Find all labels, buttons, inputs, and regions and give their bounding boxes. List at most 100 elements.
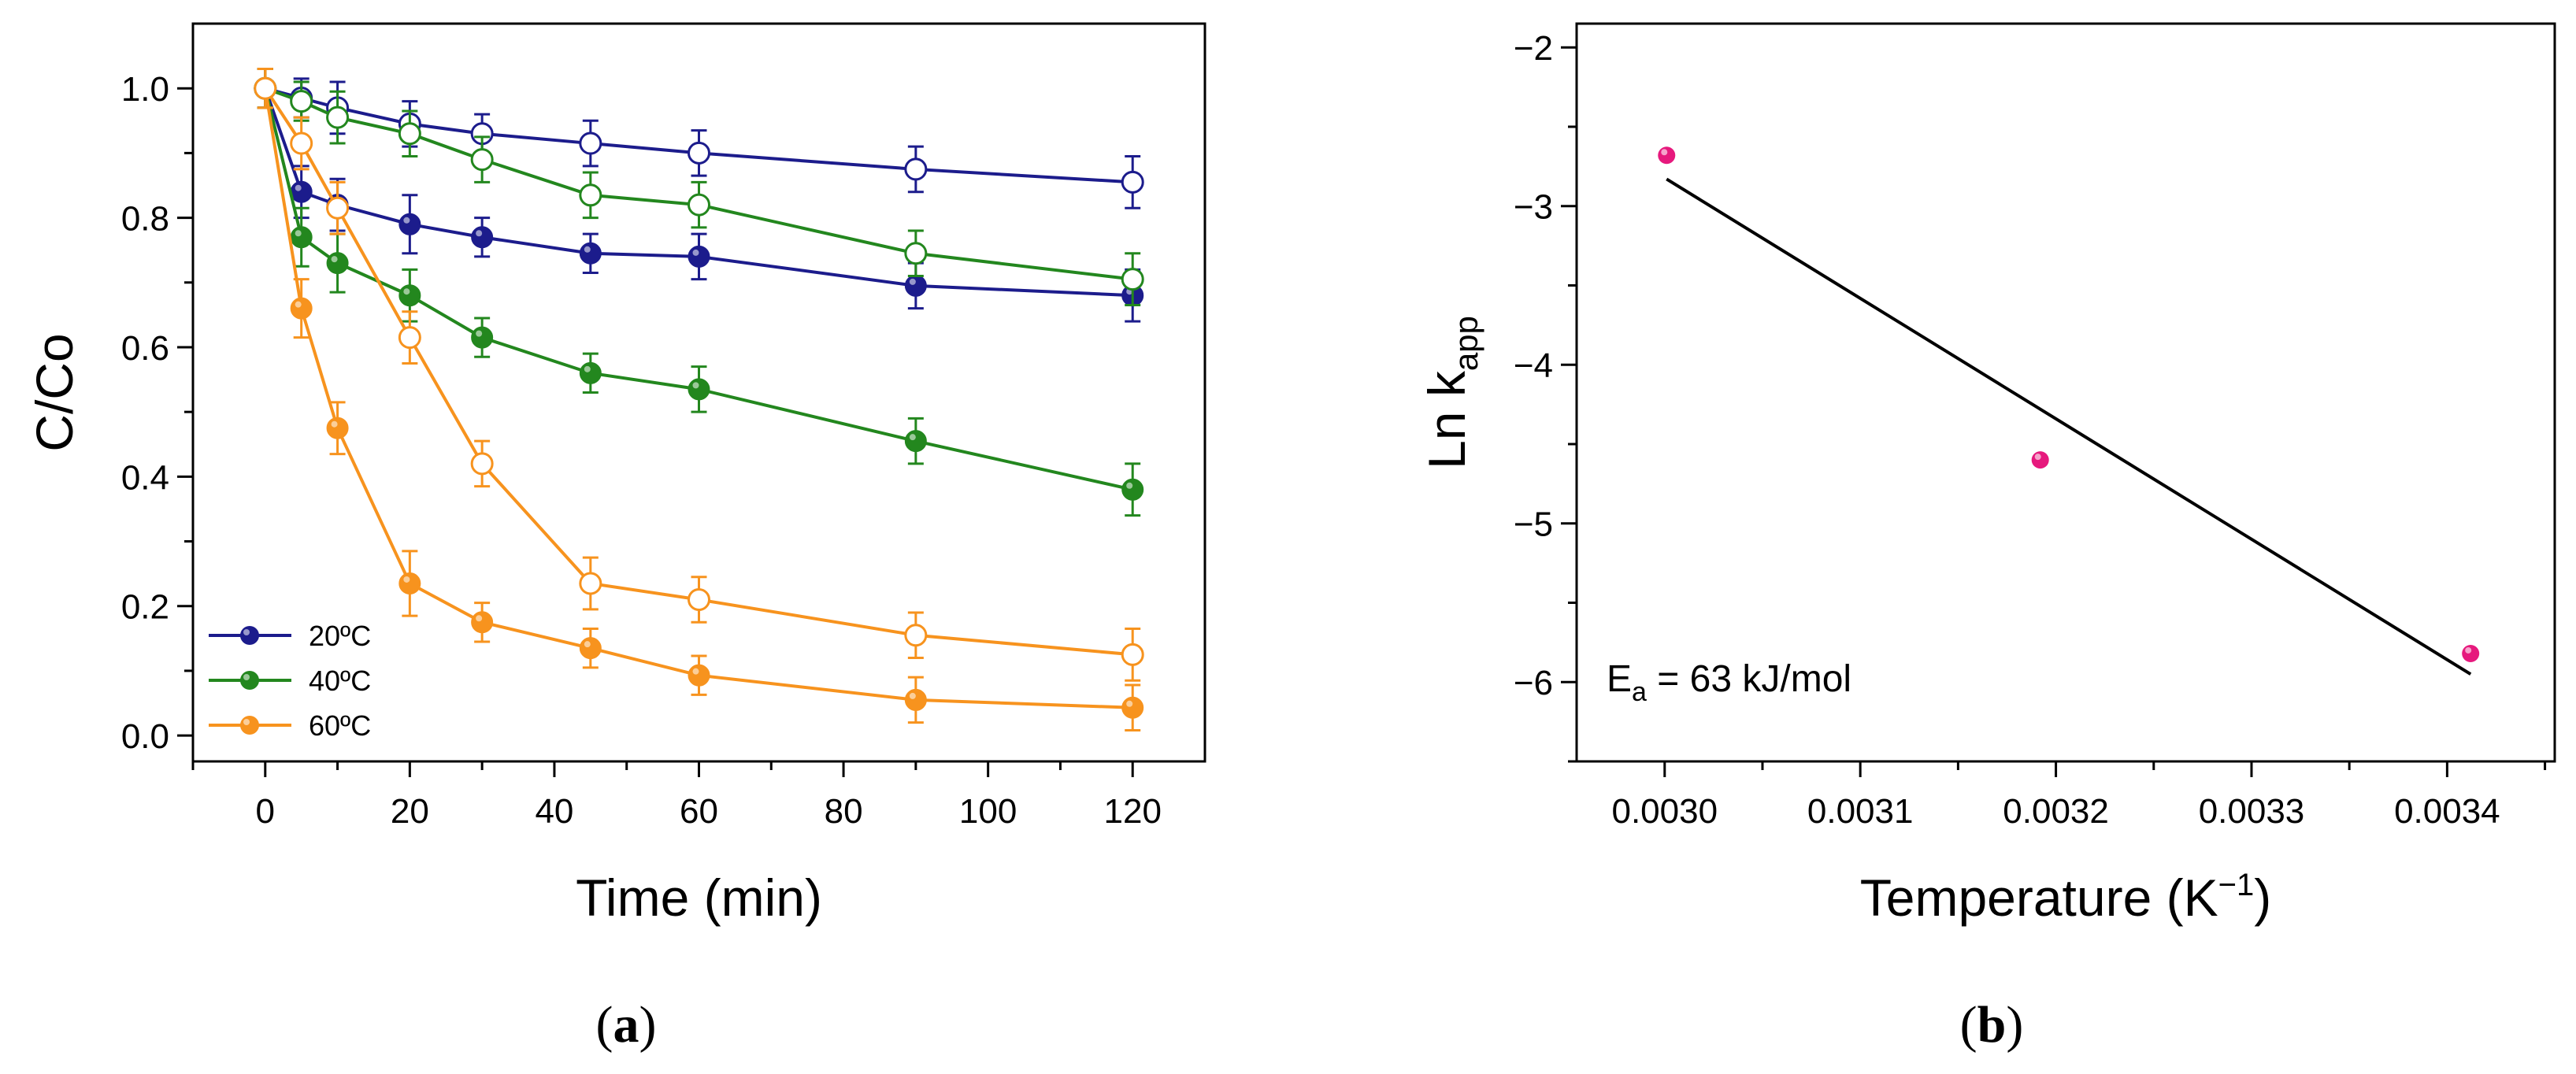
panel-a-point-highlight: [909, 278, 916, 285]
panel-b-data-point: [2462, 644, 2480, 662]
panel-a-point-highlight: [584, 641, 591, 648]
panel-a-data-point: [904, 624, 928, 647]
panel-a-legend-label: 60ºC: [309, 709, 371, 742]
panel-b-data-point: [2031, 451, 2049, 469]
panel-a-data-point: [688, 664, 710, 687]
panel-b-ylabel-main: Ln k: [1418, 370, 1476, 469]
panel-a-point-highlight: [692, 668, 699, 675]
panel-b-y-ticks: −2 −3 −4 −5 −6: [1514, 29, 1577, 763]
panel-a-data-point: [326, 196, 350, 220]
panel-a-legend-marker-highlight: [243, 719, 250, 725]
panel-a-data-point: [398, 284, 421, 307]
panel-a-point-highlight: [295, 184, 302, 191]
panel-a-x-ticks: 0 20 40 60 80 100 120: [191, 761, 1162, 831]
panel-a-data-point: [904, 157, 928, 181]
panel-b-activation-energy-label: Ea = 63 kJ/mol: [1607, 658, 1851, 707]
panel-b-xlabel-main: Temperature (K: [1860, 868, 2218, 927]
panel-a-point-highlight: [584, 365, 591, 372]
panel-b-y-tick-label: −4: [1514, 346, 1553, 385]
panel-b-annot-main: E: [1607, 658, 1632, 700]
panel-a-legend-label: 20ºC: [309, 620, 371, 652]
panel-a-data-point: [290, 131, 313, 155]
panel-a-data-point: [471, 326, 494, 349]
panel-a-data-point: [688, 193, 710, 217]
panel-a-data-point: [688, 378, 710, 401]
panel-a-data-point: [579, 637, 602, 660]
panel-a-data-point: [398, 213, 421, 235]
panel-a-data-point: [579, 183, 602, 207]
panel-a-series-60ºC-open: [254, 68, 1144, 682]
panel-b-fit-line: [1666, 177, 2472, 676]
panel-a-point-highlight: [476, 615, 483, 622]
panel-a-x-tick-label: 80: [825, 792, 863, 831]
panel-a-x-tick-label: 60: [680, 792, 718, 831]
panel-a-data-point: [904, 430, 927, 453]
panel-a-point-highlight: [403, 576, 410, 583]
panel-a-legend-marker-highlight: [243, 629, 250, 635]
panel-a-data-point: [579, 572, 602, 595]
panel-a-legend-marker: [240, 671, 259, 690]
panel-a-y-tick-label: 1.0: [121, 70, 169, 109]
panel-a-point-highlight: [1126, 700, 1133, 707]
panel-a-y-ticks: 0.0 0.2 0.4 0.6 0.8 1.0: [121, 70, 193, 756]
panel-b-y-tick-label: −5: [1514, 506, 1553, 544]
panel-b-x-axis-label: Temperature (K−1): [1860, 868, 2271, 927]
panel-a-x-tick-label: 0: [256, 792, 275, 831]
panel-a-data-point: [471, 611, 494, 634]
panel-a-data-point: [904, 274, 927, 297]
panel-a-x-tick-label: 100: [959, 792, 1017, 831]
panel-a-legend-marker: [240, 626, 259, 645]
panel-b-x-tick-label: 0.0030: [1611, 792, 1718, 831]
panel-a-data-point: [904, 242, 928, 265]
panel-a-point-highlight: [295, 230, 302, 237]
panel-a-x-tick-label: 20: [391, 792, 429, 831]
panel-a-point-highlight: [692, 382, 699, 389]
panel-a-data-point: [398, 326, 421, 350]
panel-a-data-point: [904, 688, 927, 711]
panel-a-caption: (a): [596, 996, 657, 1054]
panel-a-series: [254, 68, 1144, 732]
panel-b-x-tick-label: 0.0032: [2003, 792, 2109, 831]
panel-a-legend-marker-highlight: [243, 674, 250, 680]
panel-a-x-tick-label: 40: [535, 792, 573, 831]
panel-b-x-tick-label: 0.0034: [2394, 792, 2500, 831]
panel-a-point-highlight: [909, 692, 916, 699]
panel-a-data-point: [398, 122, 421, 146]
panel-b-caption-letter: b: [1977, 996, 2007, 1054]
panel-a-point-highlight: [403, 217, 410, 224]
panel-a-series-20ºC-filled: [254, 68, 1144, 323]
panel-b-y-axis-label: Ln kapp: [1418, 316, 1484, 469]
panel-a-data-point: [1121, 696, 1144, 719]
panel-a-data-point: [290, 297, 313, 320]
panel-a-data-point: [254, 76, 277, 100]
panel-a-data-point: [688, 245, 710, 268]
panel-a-point-highlight: [1126, 482, 1133, 489]
panel-a-data-point: [290, 180, 313, 203]
panel-a-data-point: [688, 141, 710, 165]
panel-a-data-point: [1121, 170, 1144, 194]
panel-b-data-point: [1658, 146, 1676, 165]
panel-a-point-highlight: [584, 246, 591, 253]
panel-a-chart: 0 20 40 60 80 100 120 0.0 0.2 0.4 0.6 0.8 1.0 Time …: [25, 22, 1206, 1054]
panel-b-point-highlight: [2465, 646, 2472, 654]
panel-b-xlabel-end: ): [2254, 868, 2271, 927]
panel-a-series-40ºC-filled: [254, 68, 1144, 517]
panel-a-point-highlight: [476, 230, 483, 237]
panel-a-data-point: [1121, 268, 1144, 291]
panel-a-point-highlight: [692, 249, 699, 256]
panel-a-data-point: [1121, 643, 1144, 666]
panel-a-data-point: [326, 106, 350, 129]
panel-a-data-point: [579, 242, 602, 265]
panel-a-caption-letter: a: [613, 996, 639, 1054]
panel-a-point-highlight: [909, 434, 916, 441]
panel-b-ylabel-sub: app: [1447, 316, 1484, 371]
panel-a-y-tick-label: 0.8: [121, 200, 169, 239]
panel-b-caption-close: ): [2006, 996, 2023, 1054]
panel-b-point-highlight: [2034, 454, 2041, 461]
panel-a-data-point: [326, 252, 349, 275]
panel-b-caption: (b): [1960, 996, 2024, 1054]
panel-a-y-tick-label: 0.0: [121, 717, 169, 756]
panel-a-data-point: [470, 452, 494, 476]
panel-a-y-axis-label: C/Co: [25, 333, 83, 451]
